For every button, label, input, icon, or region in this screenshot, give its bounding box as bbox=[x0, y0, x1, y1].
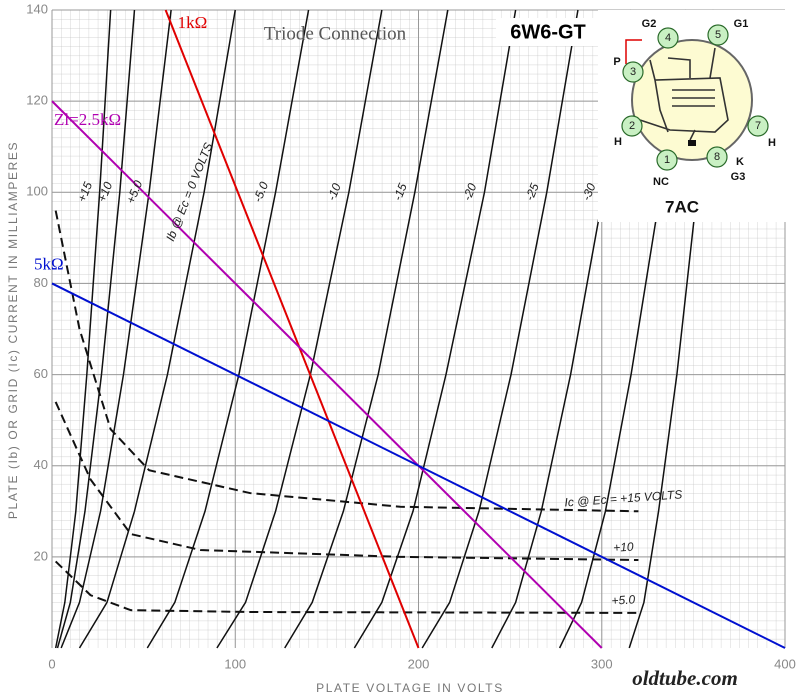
load-line-label: Zl=2.5kΩ bbox=[54, 110, 121, 129]
curve bbox=[56, 9, 136, 649]
title-background bbox=[496, 18, 600, 46]
curve-label: -15 bbox=[390, 181, 410, 203]
curve bbox=[54, 210, 639, 513]
x-tick-label: 200 bbox=[408, 656, 430, 671]
curve bbox=[216, 9, 383, 649]
curve bbox=[353, 9, 517, 649]
base-diagram: 4 G2 5 G1 3 P 2 H 7 H 1 NC 8 K G3 7AC bbox=[598, 10, 792, 222]
curve-label: -10 bbox=[324, 181, 344, 203]
pin-label: G2 bbox=[642, 18, 657, 30]
y-tick-label: 140 bbox=[26, 1, 48, 16]
y-tick-label: 100 bbox=[26, 184, 48, 199]
curve-label: +10 bbox=[613, 540, 635, 555]
curve bbox=[421, 9, 579, 649]
curve-label: +5.0 bbox=[611, 592, 636, 608]
pin-number: 3 bbox=[630, 66, 636, 78]
subtitle: Triode Connection bbox=[264, 23, 407, 44]
curve bbox=[51, 282, 786, 649]
pin-label: K bbox=[736, 156, 744, 168]
curve bbox=[164, 9, 420, 649]
pin bbox=[707, 24, 729, 46]
y-tick-label: 80 bbox=[34, 275, 48, 290]
pin-number: 7 bbox=[755, 120, 761, 132]
base-name: 7AC bbox=[665, 197, 699, 216]
pin-number: 5 bbox=[715, 29, 721, 41]
pin bbox=[621, 115, 643, 137]
pin-label: G1 bbox=[734, 18, 749, 30]
chart-title: 6W6-GT bbox=[510, 21, 586, 43]
y-tick-label: 120 bbox=[26, 93, 48, 108]
pin bbox=[622, 61, 644, 83]
y-tick-label: 60 bbox=[34, 366, 48, 381]
tube-electrodes bbox=[639, 47, 729, 141]
curve bbox=[284, 9, 449, 649]
y-tick-label: 40 bbox=[34, 457, 48, 472]
triode-strap bbox=[625, 39, 642, 64]
pin-number: 8 bbox=[714, 151, 720, 163]
load-line-label: 1kΩ bbox=[178, 13, 208, 32]
tube-base bbox=[631, 39, 753, 161]
curve bbox=[78, 9, 236, 649]
curve-label: -20 bbox=[460, 181, 480, 203]
y-axis-title: PLATE (Ib) OR GRID (Ic) CURRENT IN MILLI… bbox=[6, 141, 20, 519]
pin-label: H bbox=[768, 137, 776, 149]
x-tick-label: 100 bbox=[224, 656, 246, 671]
curve bbox=[54, 401, 639, 562]
curve-label: -30 bbox=[579, 181, 599, 203]
y-tick-label: 20 bbox=[34, 548, 48, 563]
base-key bbox=[688, 140, 696, 146]
watermark: oldtube.com bbox=[632, 666, 738, 690]
pin-label: G3 bbox=[731, 171, 746, 183]
pin-number: 1 bbox=[664, 154, 670, 166]
curve bbox=[54, 9, 112, 649]
pin-number: 4 bbox=[665, 32, 671, 44]
x-tick-label: 400 bbox=[774, 656, 796, 671]
x-tick-label: 0 bbox=[48, 656, 55, 671]
pin bbox=[656, 149, 678, 171]
pin-label: NC bbox=[653, 176, 669, 188]
curve bbox=[54, 560, 639, 614]
pin bbox=[657, 27, 679, 49]
pin-label: H bbox=[614, 136, 622, 148]
x-axis-title: PLATE VOLTAGE IN VOLTS bbox=[316, 681, 504, 695]
curve bbox=[51, 100, 603, 649]
pin bbox=[747, 115, 769, 137]
pin bbox=[706, 146, 728, 168]
pin-label: P bbox=[613, 56, 620, 68]
curve bbox=[60, 9, 172, 649]
pin-number: 2 bbox=[629, 120, 635, 132]
x-tick-label: 300 bbox=[591, 656, 613, 671]
curve-label: -25 bbox=[522, 181, 542, 203]
load-line-label: 5kΩ bbox=[34, 254, 64, 273]
